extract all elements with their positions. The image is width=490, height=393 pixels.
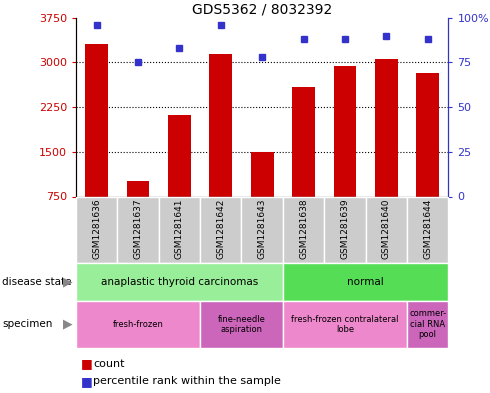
Bar bbox=[416, 73, 439, 196]
Bar bbox=[117, 196, 159, 263]
Text: GSM1281640: GSM1281640 bbox=[382, 198, 391, 259]
Text: percentile rank within the sample: percentile rank within the sample bbox=[93, 376, 281, 386]
Bar bbox=[283, 301, 407, 348]
Text: specimen: specimen bbox=[2, 319, 53, 329]
Bar bbox=[200, 301, 283, 348]
Bar bbox=[324, 196, 366, 263]
Bar bbox=[209, 54, 232, 196]
Title: GDS5362 / 8032392: GDS5362 / 8032392 bbox=[192, 2, 332, 17]
Bar bbox=[85, 44, 108, 196]
Bar bbox=[76, 301, 200, 348]
Bar bbox=[283, 263, 448, 301]
Text: GSM1281644: GSM1281644 bbox=[423, 198, 432, 259]
Bar bbox=[76, 196, 117, 263]
Text: GSM1281643: GSM1281643 bbox=[258, 198, 267, 259]
Bar bbox=[76, 263, 283, 301]
Bar bbox=[375, 59, 398, 196]
Text: GSM1281636: GSM1281636 bbox=[92, 198, 101, 259]
Text: fine-needle
aspiration: fine-needle aspiration bbox=[218, 314, 266, 334]
Text: normal: normal bbox=[347, 277, 384, 287]
Text: anaplastic thyroid carcinomas: anaplastic thyroid carcinomas bbox=[101, 277, 258, 287]
Bar bbox=[334, 66, 356, 196]
Text: ▶: ▶ bbox=[63, 275, 73, 288]
Text: fresh-frozen contralateral
lobe: fresh-frozen contralateral lobe bbox=[291, 314, 399, 334]
Bar bbox=[242, 196, 283, 263]
Text: ▶: ▶ bbox=[63, 318, 73, 331]
Bar bbox=[126, 181, 149, 196]
Text: GSM1281641: GSM1281641 bbox=[175, 198, 184, 259]
Text: disease state: disease state bbox=[2, 277, 72, 287]
Text: count: count bbox=[93, 358, 124, 369]
Text: GSM1281638: GSM1281638 bbox=[299, 198, 308, 259]
Bar bbox=[366, 196, 407, 263]
Text: commer-
cial RNA
pool: commer- cial RNA pool bbox=[409, 309, 446, 339]
Text: ■: ■ bbox=[81, 357, 93, 370]
Bar bbox=[168, 115, 191, 196]
Bar bbox=[407, 301, 448, 348]
Text: GSM1281642: GSM1281642 bbox=[216, 198, 225, 259]
Bar bbox=[159, 196, 200, 263]
Bar bbox=[251, 152, 273, 196]
Text: GSM1281639: GSM1281639 bbox=[341, 198, 349, 259]
Text: fresh-frozen: fresh-frozen bbox=[113, 320, 164, 329]
Bar bbox=[407, 196, 448, 263]
Text: GSM1281637: GSM1281637 bbox=[133, 198, 143, 259]
Bar bbox=[292, 87, 315, 196]
Bar bbox=[200, 196, 242, 263]
Text: ■: ■ bbox=[81, 375, 93, 388]
Bar bbox=[283, 196, 324, 263]
